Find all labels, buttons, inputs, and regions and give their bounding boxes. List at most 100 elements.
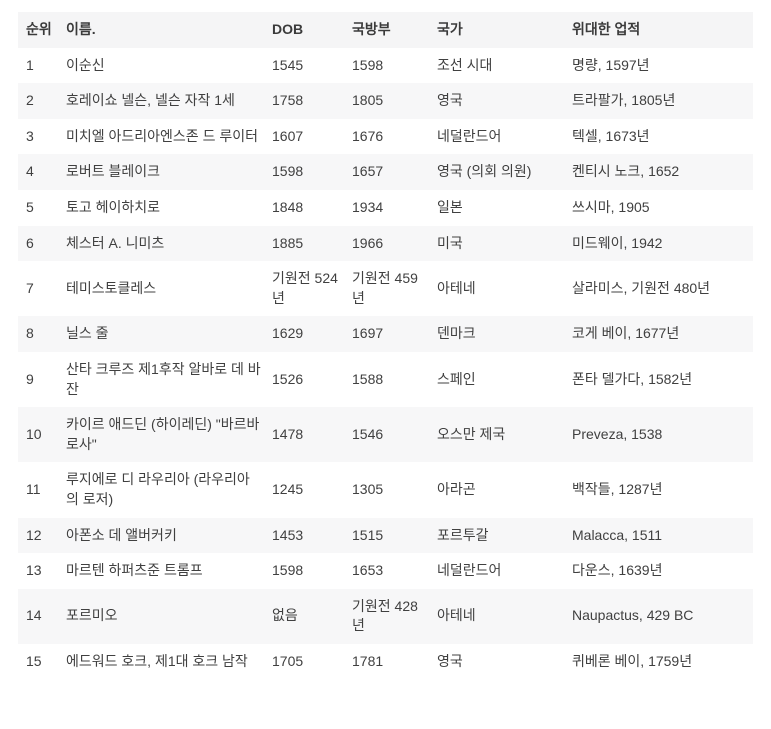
cell-name: 카이르 애드딘 (하이레딘) "바르바로사"	[66, 407, 272, 463]
cell-dod: 1781	[352, 652, 384, 669]
table-row: 13 마르텐 하퍼츠준 트롬프 1598 1653 네덜란드어 다운스, 1639년	[18, 553, 753, 589]
cell-country: 오스만 제국	[437, 407, 572, 463]
table-row: 8 닐스 줄 1629 1697 덴마크 코게 베이, 1677년	[18, 316, 753, 352]
cell-dod: 1588	[352, 370, 384, 387]
cell-achievement: Malacca, 1511	[572, 517, 753, 554]
cell-rank: 14	[18, 588, 66, 644]
column-header-country: 국가	[437, 12, 572, 48]
column-header-dob: DOB	[272, 12, 352, 48]
cell-achievement: 코게 베이, 1677년	[572, 316, 753, 352]
cell-name: 테미스토클레스	[66, 279, 157, 296]
cell-country: 영국	[437, 652, 463, 669]
cell-country: 일본	[437, 198, 463, 215]
cell-rank: 4	[18, 154, 66, 190]
cell-dod: 1546	[352, 407, 437, 463]
cell-rank: 7	[26, 279, 34, 296]
header-row: 순위 이름. DOB 국방부 국가 위대한 업적	[18, 12, 753, 48]
cell-country: 아라곤	[437, 481, 476, 498]
cell-name: 포르미오	[66, 588, 272, 644]
cell-name: 에드워드 호크, 제1대 호크 남작	[66, 652, 248, 669]
table-row: 5 토고 헤이하치로 1848 1934 일본 쓰시마, 1905	[18, 190, 753, 226]
cell-name: 마르텐 하퍼츠준 트롬프	[66, 562, 203, 579]
cell-dob: 1545	[272, 56, 304, 73]
cell-dob: 1598	[272, 562, 304, 579]
cell-dob: 1885	[272, 225, 352, 262]
cell-dod: 1697	[352, 316, 437, 352]
cell-rank: 11	[26, 481, 41, 498]
cell-rank: 2	[18, 83, 66, 119]
table-row: 7 테미스토클레스 기원전 524년 기원전 459년 아테네 살라미스, 기원전 480…	[18, 261, 753, 316]
cell-name: 호레이쇼 넬슨, 넬슨 자작 1세	[66, 83, 272, 119]
cell-name: 루지에로 디 라우리아 (라우리아의 로저)	[66, 471, 250, 507]
cell-achievement: 백작들, 1287년	[572, 481, 663, 498]
cell-dod: 1657	[352, 154, 437, 190]
cell-dod: 1305	[352, 481, 384, 498]
cell-name: 닐스 줄	[66, 316, 272, 352]
cell-achievement: 폰타 델가다, 1582년	[572, 370, 693, 387]
cell-country: 네덜란드어	[437, 127, 502, 144]
table-row: 1 이순신 1545 1598 조선 시대 명량, 1597년	[18, 48, 753, 84]
cell-name: 토고 헤이하치로	[66, 198, 161, 215]
cell-country: 영국	[437, 83, 572, 119]
cell-dob: 1705	[272, 652, 304, 669]
cell-dob: 1607	[272, 127, 304, 144]
cell-rank: 6	[18, 225, 66, 262]
cell-achievement: 명량, 1597년	[572, 56, 650, 73]
cell-name: 로버트 블레이크	[66, 154, 272, 190]
cell-name: 이순신	[66, 56, 105, 73]
cell-rank: 1	[26, 56, 34, 73]
cell-rank: 3	[26, 127, 34, 144]
cell-dob: 1245	[272, 481, 304, 498]
table-row: 15 에드워드 호크, 제1대 호크 남작 1705 1781 영국 퀴베론 베이, 17…	[18, 644, 753, 680]
cell-name: 산타 크루즈 제1후작 알바로 데 바잔	[66, 360, 261, 397]
cell-achievement: 다운스, 1639년	[572, 562, 663, 579]
table-body: 1 이순신 1545 1598 조선 시대 명량, 1597년 2 호레이쇼 넬슨, 넬슨 자…	[18, 48, 753, 680]
table-row: 2 호레이쇼 넬슨, 넬슨 자작 1세 1758 1805 영국 트라팔가, 1805년	[18, 83, 753, 119]
cell-country: 조선 시대	[437, 56, 493, 73]
cell-country: 아테네	[437, 588, 572, 644]
cell-achievement: 쓰시마, 1905	[572, 198, 650, 215]
cell-country: 포르투갈	[437, 517, 572, 554]
table-row: 10 카이르 애드딘 (하이레딘) "바르바로사" 1478 1546 오스만 제국 Pr…	[18, 407, 753, 463]
cell-achievement: 켄티시 노크, 1652	[572, 154, 753, 190]
cell-achievement: 트라팔가, 1805년	[572, 83, 753, 119]
cell-rank: 13	[26, 562, 42, 579]
table-row: 14 포르미오 없음 기원전 428년 아테네 Naupactus, 429 BC	[18, 588, 753, 644]
cell-rank: 15	[26, 652, 42, 669]
table-row: 12 아폰소 데 앨버커키 1453 1515 포르투갈 Malacca, 1511	[18, 517, 753, 554]
cell-dob: 1453	[272, 517, 352, 554]
cell-achievement: 살라미스, 기원전 480년	[572, 279, 711, 296]
column-header-name: 이름.	[66, 12, 272, 48]
cell-name: 체스터 A. 니미츠	[66, 225, 272, 262]
column-header-dod: 국방부	[352, 12, 437, 48]
table-row: 4 로버트 블레이크 1598 1657 영국 (의회 의원) 켄티시 노크, 1652	[18, 154, 753, 190]
cell-rank: 8	[18, 316, 66, 352]
cell-dod: 1966	[352, 225, 437, 262]
cell-dod: 기원전 459년	[352, 270, 418, 306]
column-header-achievement: 위대한 업적	[572, 12, 753, 48]
cell-achievement: 퀴베론 베이, 1759년	[572, 652, 693, 669]
cell-country: 스페인	[437, 370, 476, 387]
cell-achievement: 미드웨이, 1942	[572, 225, 753, 262]
cell-dob: 1478	[272, 407, 352, 463]
cell-dod: 1934	[352, 198, 384, 215]
cell-rank: 12	[18, 517, 66, 554]
cell-dob: 1758	[272, 83, 352, 119]
cell-dod: 1653	[352, 562, 384, 579]
cell-dod: 1598	[352, 56, 384, 73]
cell-dob: 1848	[272, 198, 304, 215]
cell-dod: 1676	[352, 127, 384, 144]
cell-rank: 10	[18, 407, 66, 463]
table-row: 3 미치엘 아드리아엔스존 드 루이터 1607 1676 네덜란드어 텍셀, 1673년	[18, 119, 753, 155]
cell-rank: 9	[26, 370, 34, 387]
cell-rank: 5	[26, 198, 34, 215]
cell-achievement: Preveza, 1538	[572, 407, 753, 463]
cell-country: 아테네	[437, 279, 476, 296]
cell-name: 아폰소 데 앨버커키	[66, 517, 272, 554]
cell-dob: 없음	[272, 588, 352, 644]
column-header-rank: 순위	[18, 12, 66, 48]
cell-dob: 1598	[272, 154, 352, 190]
table-row: 9 산타 크루즈 제1후작 알바로 데 바잔 1526 1588 스페인 폰타 델가다, …	[18, 352, 753, 407]
cell-achievement: Naupactus, 429 BC	[572, 588, 753, 644]
cell-dod: 기원전 428년	[352, 588, 437, 644]
